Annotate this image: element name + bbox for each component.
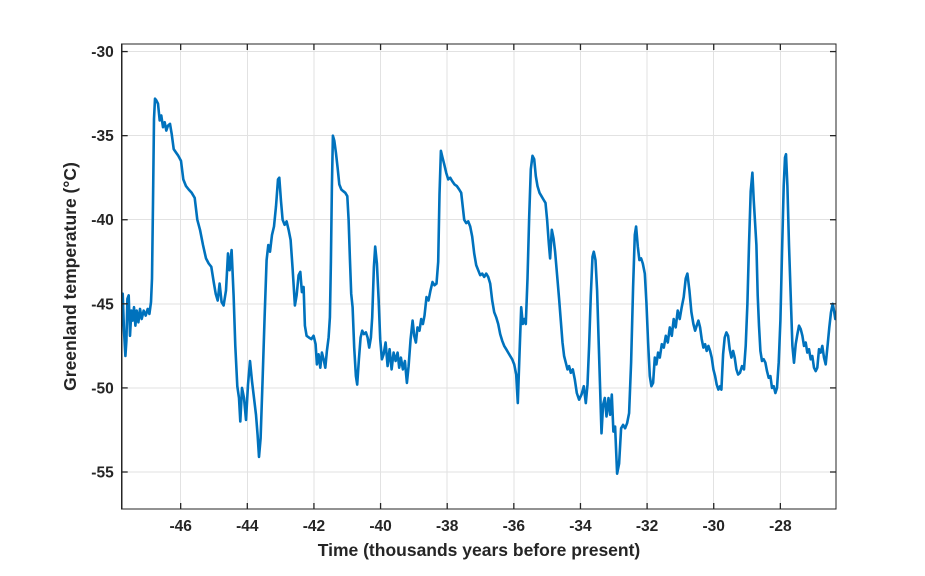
temperature-series-line — [121, 97, 836, 476]
y-tick-label: -45 — [91, 296, 114, 313]
x-tick-label: -42 — [303, 518, 325, 535]
y-tick-label: -50 — [91, 380, 113, 397]
y-tick-label: -55 — [91, 465, 114, 482]
x-tick-label: -38 — [436, 518, 459, 535]
x-tick-label: -34 — [569, 518, 592, 535]
x-axis-label: Time (thousands years before present) — [318, 540, 641, 560]
x-tick-label: -40 — [369, 518, 391, 535]
y-tick-label: -35 — [91, 128, 114, 145]
y-axis-label: Greenland temperature (°C) — [60, 162, 80, 391]
x-tick-label: -44 — [236, 518, 259, 535]
grid-layer — [121, 44, 836, 509]
y-tick-label: -30 — [91, 44, 113, 61]
axes-box — [121, 43, 837, 510]
x-tick-label: -30 — [703, 518, 725, 535]
x-tick-label: -32 — [636, 518, 658, 535]
y-tick-label: -40 — [91, 212, 113, 229]
axis-layer — [121, 43, 837, 510]
x-tick-label: -28 — [769, 518, 792, 535]
x-tick-label: -36 — [503, 518, 526, 535]
data-line-layer — [121, 97, 836, 476]
x-tick-label: -46 — [169, 518, 192, 535]
tick-label-layer: -46 -44 -42 -40 -38 -36 -34 -32 -30 -28 -55 -50 -45 -… — [91, 44, 792, 535]
